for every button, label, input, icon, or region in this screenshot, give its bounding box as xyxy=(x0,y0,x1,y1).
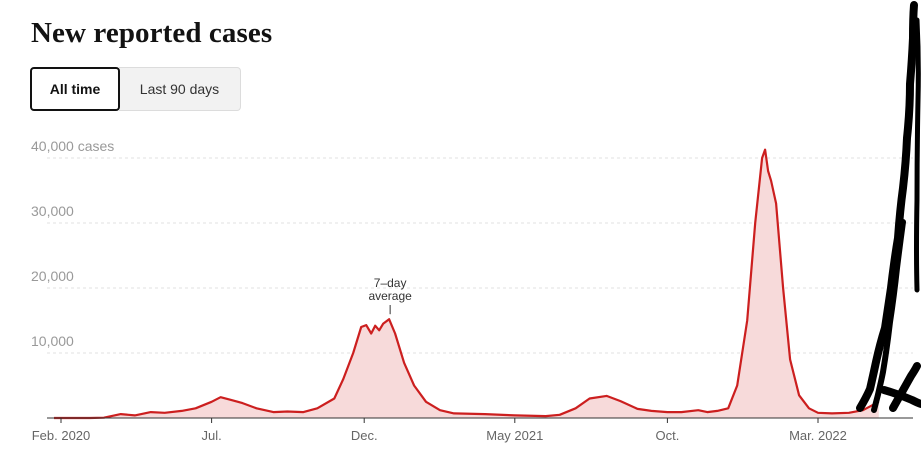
chart-title: New reported cases xyxy=(31,17,273,49)
time-range-toggle: All time Last 90 days xyxy=(30,67,241,111)
series-line xyxy=(54,148,880,420)
y-tick-label: 20,000 xyxy=(31,268,74,284)
series-area xyxy=(54,148,880,420)
y-tick-label: 40,000 cases xyxy=(31,138,114,154)
all-time-button[interactable]: All time xyxy=(30,67,120,111)
annotation-label: 7–day xyxy=(374,276,407,290)
last-90-days-button[interactable]: Last 90 days xyxy=(119,67,241,111)
axis-labels: 10,000 20,000 30,000 40,000 cases Feb. 2020 J… xyxy=(31,138,847,443)
scribble-stroke xyxy=(889,362,921,412)
scribble-stroke xyxy=(871,219,906,413)
x-tick-label: Oct. xyxy=(655,428,679,443)
x-tick-label: Dec. xyxy=(351,428,378,443)
scribble-stroke xyxy=(880,386,921,408)
hand-drawn-scribble xyxy=(856,1,921,413)
series-fill xyxy=(54,149,879,418)
annotation-label: average xyxy=(368,289,412,303)
x-tick-label: Mar. 2022 xyxy=(789,428,847,443)
x-tick-label: Feb. 2020 xyxy=(32,428,91,443)
x-tick-label: May 2021 xyxy=(486,428,543,443)
scribble-stroke xyxy=(914,17,921,293)
x-tick-label: Jul. xyxy=(201,428,221,443)
y-tick-label: 10,000 xyxy=(31,333,74,349)
y-tick-label: 30,000 xyxy=(31,203,74,219)
x-axis xyxy=(47,417,913,423)
